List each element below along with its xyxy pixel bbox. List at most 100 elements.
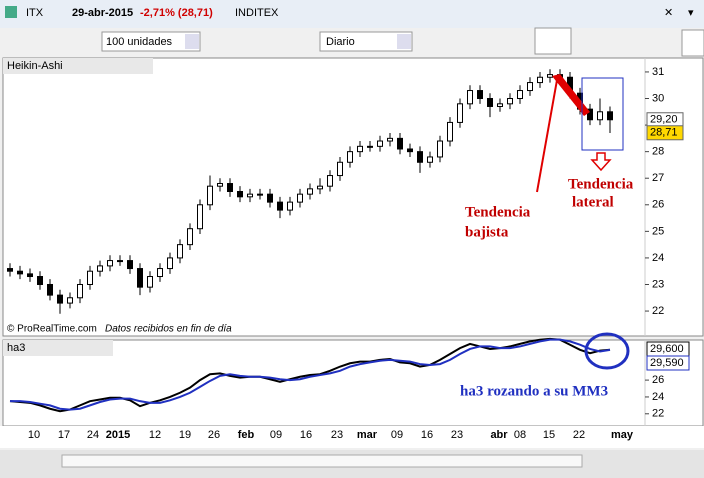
- last-value-label: 29,590: [650, 357, 684, 369]
- candle-body: [37, 276, 43, 285]
- candle-body: [497, 103, 503, 107]
- x-tick-label: 10: [28, 429, 40, 441]
- candle-body: [387, 137, 393, 142]
- menu-button[interactable]: ▾: [688, 7, 694, 19]
- x-axis: [0, 426, 704, 448]
- scrollbar[interactable]: [61, 454, 583, 468]
- candle-body: [607, 111, 613, 121]
- arrow: [552, 74, 590, 116]
- app-icon: [5, 6, 17, 18]
- x-tick-label: 23: [331, 429, 343, 441]
- candle-body: [317, 185, 323, 190]
- candle-body: [17, 270, 23, 275]
- candle-body: [447, 121, 453, 142]
- quantity: 100 unidades: [106, 36, 173, 48]
- x-tick-label: 22: [573, 429, 585, 441]
- y-tick-label: 25: [652, 225, 664, 237]
- instrument-name: INDITEX: [235, 7, 279, 19]
- candle-body: [97, 265, 103, 272]
- y-tick-label: 26: [652, 199, 664, 211]
- note: Datos recibidos en fin de día: [105, 324, 232, 335]
- candle-body: [367, 145, 373, 148]
- candle-body: [307, 188, 313, 195]
- candle-body: [477, 90, 483, 100]
- candle-body: [457, 103, 463, 123]
- candle-body: [127, 260, 133, 270]
- credit: © ProRealTime.com: [7, 324, 97, 335]
- arrow-line: [536, 79, 558, 193]
- candle-body: [87, 270, 93, 285]
- panel-title: Heikin-Ashi: [7, 60, 63, 72]
- y-tick-label: 26: [652, 374, 664, 386]
- candle-body: [237, 191, 243, 198]
- panel-title: ha3: [7, 342, 25, 354]
- y-tick-label: 22: [652, 305, 664, 317]
- candle-body: [107, 260, 113, 267]
- x-tick-label: 15: [543, 429, 555, 441]
- title-bar: [0, 0, 704, 28]
- candle-body: [147, 276, 153, 288]
- annotation: Tendencia: [568, 176, 634, 192]
- candle-body: [547, 74, 553, 78]
- change: -2,71% (28,71): [140, 7, 213, 19]
- candle-body: [177, 244, 183, 259]
- x-tick-label: 09: [391, 429, 403, 441]
- y-tick-label: 30: [652, 92, 664, 104]
- annotation: ha3 rozando a su MM3: [460, 383, 608, 399]
- candle-body: [407, 148, 413, 153]
- candle-body: [247, 193, 253, 198]
- candle-body: [67, 297, 73, 304]
- candle-body: [47, 283, 53, 296]
- annotation: lateral: [572, 194, 614, 210]
- candle-body: [357, 145, 363, 153]
- candle-body: [377, 140, 383, 147]
- candle-body: [7, 268, 13, 272]
- x-tick-label: 16: [421, 429, 433, 441]
- y-tick-label: 23: [652, 278, 664, 290]
- period: Diario: [326, 36, 355, 48]
- candle-body: [587, 108, 593, 121]
- x-tick-label: 2015: [106, 429, 130, 441]
- candle-body: [287, 201, 293, 211]
- candle-body: [437, 140, 443, 158]
- candle-body: [207, 185, 213, 206]
- y-tick-label: 28: [652, 146, 664, 158]
- side-button[interactable]: [681, 29, 704, 57]
- candle-body: [467, 90, 473, 105]
- candle-body: [597, 111, 603, 121]
- candle-body: [217, 183, 223, 187]
- y-tick-label: 31: [652, 66, 664, 78]
- x-tick-label: 08: [514, 429, 526, 441]
- candle-body: [117, 260, 123, 263]
- x-tick-label: 12: [149, 429, 161, 441]
- candle-body: [77, 283, 83, 299]
- x-tick-label: mar: [357, 429, 378, 441]
- y-tick-label: 27: [652, 172, 664, 184]
- annotations: Tendencia bajista Tendencia lateral ha3 …: [460, 74, 634, 399]
- candle-body: [257, 193, 263, 196]
- ellipse: [584, 332, 630, 370]
- chart-type-button[interactable]: [534, 27, 572, 55]
- close-button[interactable]: ✕: [664, 7, 673, 19]
- x-tick-label: 26: [208, 429, 220, 441]
- candle-body: [507, 98, 513, 105]
- candle-body: [517, 90, 523, 100]
- candle-body: [397, 137, 403, 150]
- symbol: ITX: [26, 7, 44, 19]
- candle-body: [297, 193, 303, 203]
- candle-body: [57, 294, 63, 304]
- candle-body: [137, 268, 143, 288]
- candle-body: [427, 156, 433, 163]
- period-select[interactable]: [319, 31, 413, 52]
- y-tick-label: 22: [652, 408, 664, 420]
- last-value-box: [646, 355, 690, 371]
- dropdown-arrow: [185, 34, 199, 49]
- date: 29-abr-2015: [72, 7, 133, 19]
- x-tick-label: 16: [300, 429, 312, 441]
- x-tick-label: 19: [179, 429, 191, 441]
- candle-body: [267, 193, 273, 203]
- x-tick-label: feb: [238, 429, 255, 441]
- panel-header: [3, 58, 153, 74]
- quantity-select[interactable]: [101, 31, 201, 52]
